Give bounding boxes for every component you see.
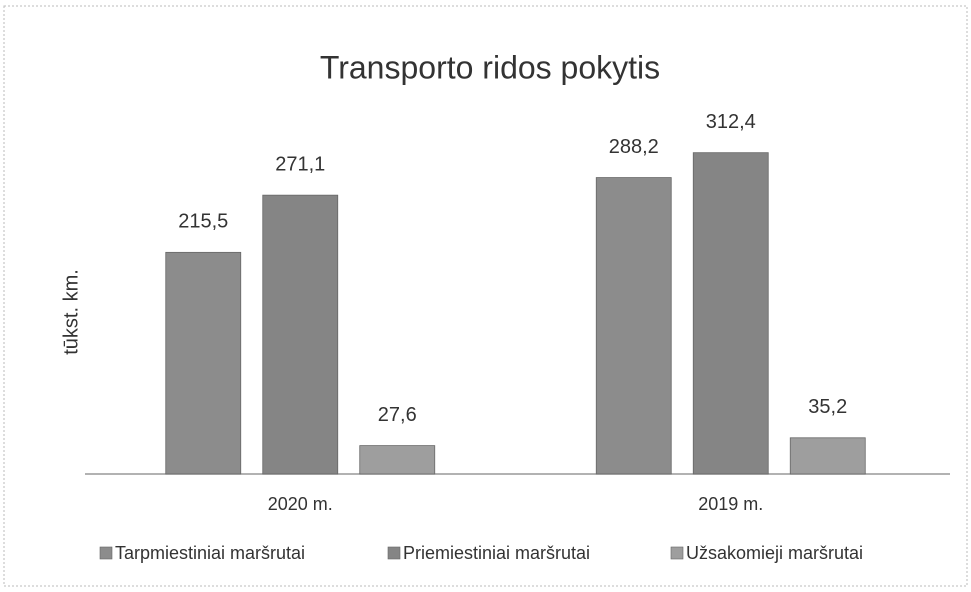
bar	[789, 437, 866, 475]
data-label: 312,4	[706, 111, 756, 133]
chart-frame	[3, 5, 968, 587]
bar	[692, 152, 769, 475]
chart-title: Transporto ridos pokytis	[320, 49, 660, 85]
data-label: 35,2	[808, 396, 847, 418]
legend-label: Užsakomieji maršrutai	[686, 543, 863, 563]
data-label: 215,5	[178, 211, 228, 233]
data-label: 27,6	[378, 404, 417, 426]
legend-swatch	[387, 546, 401, 560]
bar	[165, 251, 242, 475]
bar	[262, 194, 339, 475]
legend-swatch	[99, 546, 113, 560]
legend-label: Priemiestiniai maršrutai	[403, 543, 590, 563]
legend-label: Tarpmiestiniai maršrutai	[115, 543, 305, 563]
data-label: 288,2	[609, 136, 659, 158]
x-tick-label: 2020 m.	[268, 494, 333, 514]
bar	[595, 177, 672, 475]
x-tick-label: 2019 m.	[698, 494, 763, 514]
y-axis-label: tūkst. km.	[60, 269, 82, 355]
legend-swatch	[670, 546, 684, 560]
bar	[359, 445, 436, 475]
data-label: 271,1	[275, 153, 325, 175]
